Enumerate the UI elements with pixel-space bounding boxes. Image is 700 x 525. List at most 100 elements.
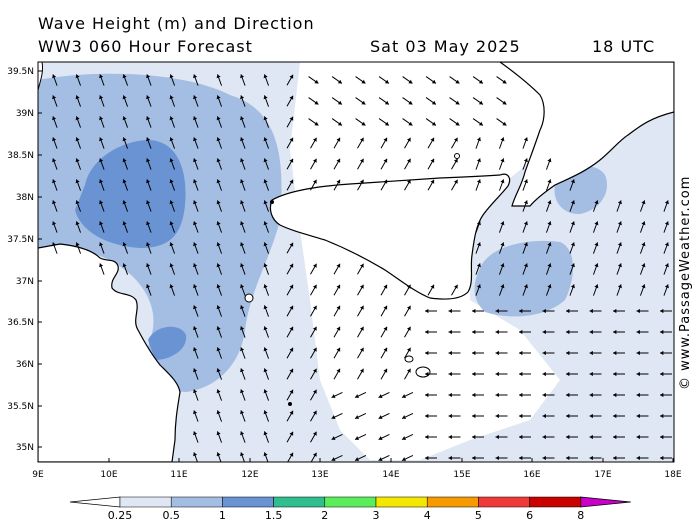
arrow-head — [502, 121, 507, 126]
arrow-head — [240, 326, 245, 331]
arrow-head — [336, 305, 341, 310]
arrow-head — [169, 74, 174, 79]
arrow-head — [430, 137, 435, 142]
lat-label: 36N — [16, 360, 34, 370]
arrow-head — [122, 116, 127, 121]
arrow-head — [448, 329, 452, 335]
arrow-head — [495, 455, 499, 461]
arrow-head — [455, 79, 460, 84]
arrow-head — [547, 200, 552, 205]
arrow-head — [472, 308, 476, 314]
arrow-head — [523, 200, 528, 205]
arrow-head — [122, 263, 127, 268]
arrow-head — [425, 329, 429, 335]
arrow-head — [312, 137, 317, 142]
arrow-head — [216, 326, 221, 331]
arrow-head — [289, 74, 294, 79]
arrow-head — [523, 158, 528, 163]
arrow-head — [589, 455, 593, 461]
arrow-head — [336, 158, 341, 163]
arrow-head — [472, 413, 476, 419]
arrow-head — [263, 347, 268, 352]
arrow-head — [613, 392, 617, 398]
arrow-head — [476, 263, 481, 268]
arrow-head — [636, 350, 640, 356]
arrow-head — [406, 368, 411, 373]
arrow-head — [406, 179, 411, 184]
arrow-head — [594, 200, 599, 205]
arrow-head — [314, 100, 319, 105]
arrow-head — [519, 371, 523, 377]
arrow-head — [402, 415, 407, 420]
arrow-head — [289, 326, 294, 331]
arrow-head — [613, 371, 617, 377]
arrow-head — [289, 431, 294, 436]
arrow-head — [193, 347, 198, 352]
legend-swatch — [222, 496, 274, 508]
arrow-head — [495, 329, 499, 335]
arrow-head — [263, 158, 268, 163]
arrow-head — [263, 263, 268, 268]
arrow-head — [122, 200, 127, 205]
arrow-head — [263, 284, 268, 289]
arrow-head — [406, 305, 411, 310]
lat-label: 38N — [16, 193, 34, 203]
arrow-head — [476, 158, 481, 163]
arrow-head — [660, 308, 664, 314]
arrow-head — [122, 95, 127, 100]
legend-tick-label: 6 — [526, 509, 533, 522]
arrow-head — [99, 200, 104, 205]
arrow-head — [75, 179, 80, 184]
arrow-head — [641, 200, 646, 205]
arrow-head — [641, 221, 646, 226]
arrow-head — [193, 95, 198, 100]
arrow-head — [312, 389, 317, 394]
arrow-head — [193, 368, 198, 373]
arrow-head — [146, 95, 151, 100]
arrow-head — [193, 284, 198, 289]
arrow-head — [431, 121, 436, 126]
arrow-head — [193, 431, 198, 436]
arrow-head — [263, 389, 268, 394]
arrow-head — [402, 394, 407, 399]
arrow-head — [383, 284, 388, 289]
arrow-head — [636, 434, 640, 440]
lon-label: 13E — [311, 470, 328, 480]
arrow-head — [355, 415, 360, 420]
arrow-head — [122, 74, 127, 79]
arrow-head — [263, 116, 268, 121]
lon-label: 18E — [664, 470, 681, 480]
arrow-head — [52, 74, 57, 79]
arrow-head — [336, 347, 341, 352]
legend-tick-label: 2 — [321, 509, 328, 522]
arrow-head — [664, 242, 669, 247]
arrow-head — [500, 263, 505, 268]
arrow-head — [312, 347, 317, 352]
lat-label: 39.5N — [7, 67, 34, 77]
arrow-head — [406, 284, 411, 289]
arrow-head — [52, 158, 57, 163]
legend-swatch — [119, 496, 172, 508]
arrow-head — [216, 137, 221, 142]
lat-label: 36.5N — [7, 318, 34, 328]
arrow-head — [52, 116, 57, 121]
arrow-head — [122, 179, 127, 184]
legend-swatch — [273, 496, 326, 508]
arrow-head — [636, 371, 640, 377]
arrow-head — [660, 329, 664, 335]
arrow-head — [216, 410, 221, 415]
arrow-head — [660, 434, 664, 440]
arrow-head — [289, 284, 294, 289]
arrow-head — [566, 308, 570, 314]
arrow-head — [430, 179, 435, 184]
arrow-head — [240, 221, 245, 226]
arrow-head — [502, 79, 507, 84]
arrow-head — [216, 389, 221, 394]
aeolian-island — [454, 153, 460, 159]
lat-label: 39N — [16, 109, 34, 119]
lat-label: 37.5N — [7, 235, 34, 245]
arrow-head — [378, 436, 383, 441]
arrow-head — [542, 350, 546, 356]
arrow-head — [216, 74, 221, 79]
arrow-head — [542, 392, 546, 398]
